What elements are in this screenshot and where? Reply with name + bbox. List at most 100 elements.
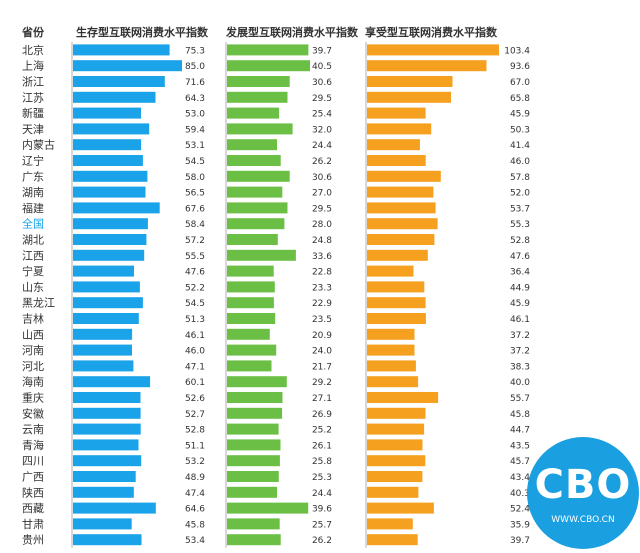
bar-series-1 xyxy=(227,392,283,403)
value-label-series-2: 43.4 xyxy=(510,473,530,483)
series-header-development: 发展型互联网消费水平指数 xyxy=(225,25,359,39)
bar-series-0 xyxy=(73,123,150,135)
bar-series-0 xyxy=(73,534,142,546)
bar-series-0 xyxy=(73,313,139,324)
value-label-series-2: 45.7 xyxy=(510,457,530,467)
value-label-series-0: 48.9 xyxy=(185,473,205,483)
value-label-series-2: 52.4 xyxy=(510,505,530,515)
bar-series-0 xyxy=(73,392,141,403)
bar-series-0 xyxy=(73,376,151,388)
logo-url: WWW.CBO.CN xyxy=(551,515,615,525)
bar-series-2 xyxy=(367,360,416,372)
bar-series-1 xyxy=(227,439,281,451)
value-label-series-2: 52.0 xyxy=(510,189,530,199)
value-label-series-2: 55.7 xyxy=(510,394,530,404)
bar-series-2 xyxy=(367,107,426,119)
value-label-series-1: 26.2 xyxy=(312,157,332,167)
value-label-series-2: 55.3 xyxy=(510,220,530,230)
value-label-series-0: 64.6 xyxy=(185,505,205,515)
province-label: 重庆 xyxy=(22,391,44,405)
bar-series-0 xyxy=(73,107,141,119)
bar-series-2 xyxy=(367,455,426,467)
bar-series-2 xyxy=(367,249,428,261)
province-column-header: 省份 xyxy=(21,25,45,39)
value-label-series-1: 24.0 xyxy=(312,347,332,357)
value-label-series-2: 47.6 xyxy=(510,252,530,262)
value-label-series-2: 40.3 xyxy=(510,489,530,499)
bar-series-0 xyxy=(73,360,134,372)
bar-series-1 xyxy=(227,186,283,198)
value-label-series-1: 26.2 xyxy=(312,536,332,546)
bar-series-1 xyxy=(227,518,280,530)
value-label-series-1: 39.7 xyxy=(312,46,332,56)
bar-series-0 xyxy=(73,455,142,467)
value-label-series-0: 56.5 xyxy=(185,189,205,199)
value-label-series-1: 23.5 xyxy=(312,315,332,325)
bar-series-0 xyxy=(73,486,134,498)
province-label: 青海 xyxy=(22,438,44,452)
bar-series-2 xyxy=(367,328,415,340)
bar-series-2 xyxy=(367,218,438,230)
bar-series-0 xyxy=(73,60,182,72)
column-axes xyxy=(71,42,367,548)
bar-series-1 xyxy=(227,344,277,356)
bar-series-0 xyxy=(73,249,145,261)
bar-series-1 xyxy=(227,265,274,277)
province-label: 宁夏 xyxy=(22,264,44,278)
value-label-series-0: 75.3 xyxy=(185,46,205,56)
value-label-series-1: 29.5 xyxy=(312,94,332,104)
value-label-series-2: 45.9 xyxy=(510,299,530,309)
province-label: 新疆 xyxy=(22,106,44,120)
value-label-series-2: 93.6 xyxy=(510,62,530,72)
bar-series-2 xyxy=(367,60,487,72)
province-label: 浙江 xyxy=(22,76,44,89)
value-label-series-0: 51.1 xyxy=(185,441,205,451)
value-label-series-2: 44.9 xyxy=(510,283,530,293)
value-label-series-1: 26.1 xyxy=(312,441,332,451)
value-label-series-2: 38.3 xyxy=(510,362,530,372)
bar-series-1 xyxy=(227,328,270,340)
bar-series-2 xyxy=(367,44,499,56)
value-label-series-2: 67.0 xyxy=(510,78,530,88)
value-label-series-0: 46.0 xyxy=(185,347,205,357)
value-label-series-1: 39.6 xyxy=(312,505,332,515)
value-label-series-0: 85.0 xyxy=(185,62,205,72)
province-label: 湖南 xyxy=(22,186,44,199)
value-label-series-2: 52.8 xyxy=(510,236,530,246)
value-label-series-1: 22.8 xyxy=(312,268,332,278)
bar-series-1 xyxy=(227,407,283,419)
province-label: 甘肃 xyxy=(22,518,44,531)
province-label: 黑龙江 xyxy=(22,297,55,310)
value-label-series-2: 39.7 xyxy=(510,536,530,546)
value-label-series-0: 53.2 xyxy=(185,457,205,467)
bar-series-1 xyxy=(227,486,277,498)
value-label-series-2: 53.7 xyxy=(510,204,530,214)
province-label: 海南 xyxy=(22,375,44,389)
value-label-series-0: 64.3 xyxy=(185,94,205,104)
bar-series-0 xyxy=(73,297,143,309)
bar-series-2 xyxy=(367,439,423,451)
bar-series-2 xyxy=(367,471,423,482)
bar-series-2 xyxy=(367,392,439,403)
bar-series-2 xyxy=(367,170,441,182)
province-label: 山东 xyxy=(22,281,44,294)
bar-series-2 xyxy=(367,234,435,245)
value-label-series-1: 24.4 xyxy=(312,489,332,499)
bar-series-0 xyxy=(73,423,141,435)
province-label: 全国 xyxy=(22,217,44,231)
bar-series-0 xyxy=(73,186,146,198)
value-label-series-2: 40.0 xyxy=(510,378,530,388)
value-label-series-0: 46.1 xyxy=(185,331,205,341)
bar-series-1 xyxy=(227,234,278,245)
province-label: 山西 xyxy=(22,328,44,341)
bar-series-0 xyxy=(73,502,156,514)
value-label-series-1: 33.6 xyxy=(312,252,332,262)
province-label: 广东 xyxy=(22,170,44,183)
value-label-series-0: 53.1 xyxy=(185,141,205,151)
value-label-series-0: 55.5 xyxy=(185,252,205,262)
bar-series-0 xyxy=(73,91,156,103)
bar-series-2 xyxy=(367,281,425,293)
value-label-series-1: 26.9 xyxy=(312,410,332,420)
value-label-series-2: 50.3 xyxy=(510,125,530,135)
bar-series-1 xyxy=(227,471,279,482)
